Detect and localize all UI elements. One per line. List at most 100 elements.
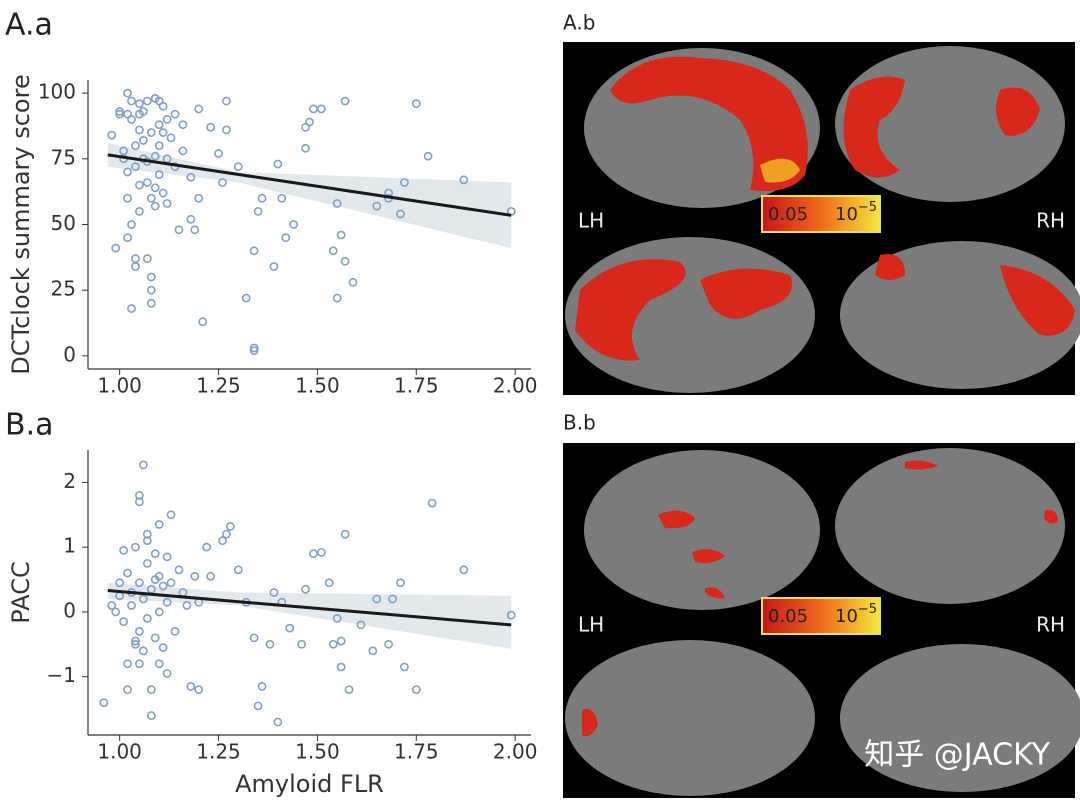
brain-panel-a: A.b LH RH 0.05 10−5 [563,11,1080,395]
data-point [348,277,358,287]
activation [705,587,725,599]
data-point [138,460,148,470]
data-point [249,633,259,643]
data-point [127,96,136,106]
data-point [218,178,227,187]
data-point [269,588,279,597]
data-point [206,571,216,581]
scatter-chart: B.a −1 0 1 2 1.00 1.25 1.50 1.75 2.00 PACC Amyloid … [5,408,537,799]
data-point [111,243,121,253]
data-point [154,571,164,581]
brain-panel-b: B.b LH RH 0.05 10−5 知乎 @JACKY [563,411,1080,798]
data-point [150,183,160,193]
colorbar-low: 0.05 [768,606,808,627]
data-point [123,88,132,98]
x-axis-label: Amyloid FLR [235,770,384,798]
data-point [222,529,231,539]
data-point [162,199,172,208]
colorbar-high-exp: −5 [858,602,877,617]
data-point [328,246,338,256]
colorbar: 0.05 10−5 [761,597,881,635]
data-point [123,233,132,243]
activation [905,460,938,470]
hemisphere-label: LH [578,209,604,233]
data-point [142,558,152,568]
data-point [214,149,223,158]
data-point [186,682,196,691]
data-point [158,101,168,111]
data-point [356,620,366,630]
data-point [119,545,128,555]
hemisphere [565,640,815,796]
data-point [146,193,156,203]
data-point [297,639,306,649]
hemisphere [840,644,1080,792]
data-point [269,262,279,271]
colorbar-low: 0.05 [768,204,808,225]
data-point [150,201,160,211]
data-point [194,193,204,203]
data-point [115,578,125,588]
activation [575,259,686,361]
data-point [340,529,350,539]
data-point [249,346,259,356]
data-point [396,209,405,219]
data-point [190,571,200,581]
confidence-band [107,143,512,249]
hemisphere [835,448,1065,604]
data-point [146,285,156,295]
data-point [107,130,117,140]
data-point [332,293,342,303]
data-point [127,220,136,229]
data-point [135,99,144,109]
activation [1044,509,1058,524]
data-point [138,107,148,116]
activation [658,510,695,529]
colorbar: 0.05 10−5 [761,195,881,233]
data-point [186,172,196,182]
data-point [162,669,172,678]
x-tick-label: 1.75 [394,374,439,398]
data-point [340,256,350,266]
data-point [309,104,318,114]
data-point [123,167,132,177]
x-tick-label: 2.00 [493,740,538,764]
data-point [127,115,136,124]
regression-line [107,153,512,217]
data-point [174,565,184,575]
data-point [316,547,326,557]
y-tick-label: 0 [63,342,76,366]
data-point [332,199,342,208]
data-point [174,225,184,235]
data-point [202,542,212,552]
data-point [119,617,128,627]
activation [582,709,598,737]
data-point [127,304,136,313]
data-point [142,614,152,623]
data-point [368,646,378,656]
data-point [233,162,243,172]
data-point [127,601,136,610]
x-tick-label: 1.50 [295,374,340,398]
data-point [400,662,409,672]
data-point [336,662,346,672]
data-point [372,201,382,211]
data-point [186,214,196,224]
data-point [131,636,140,646]
panel-label: A.a [5,8,53,43]
data-point [142,254,152,264]
x-tick-label: 2.00 [493,374,538,398]
data-point [301,143,310,153]
data-point [123,659,132,669]
data-point [138,594,148,604]
data-point [135,180,144,190]
data-point [372,594,382,604]
data-point [142,536,152,546]
data-point [154,607,164,617]
data-point [135,125,144,135]
x-tick-label: 1.00 [97,740,142,764]
colorbar-gradient [761,597,881,635]
data-point [150,633,160,643]
x-tick-label: 1.50 [295,740,340,764]
data-point [131,262,140,271]
